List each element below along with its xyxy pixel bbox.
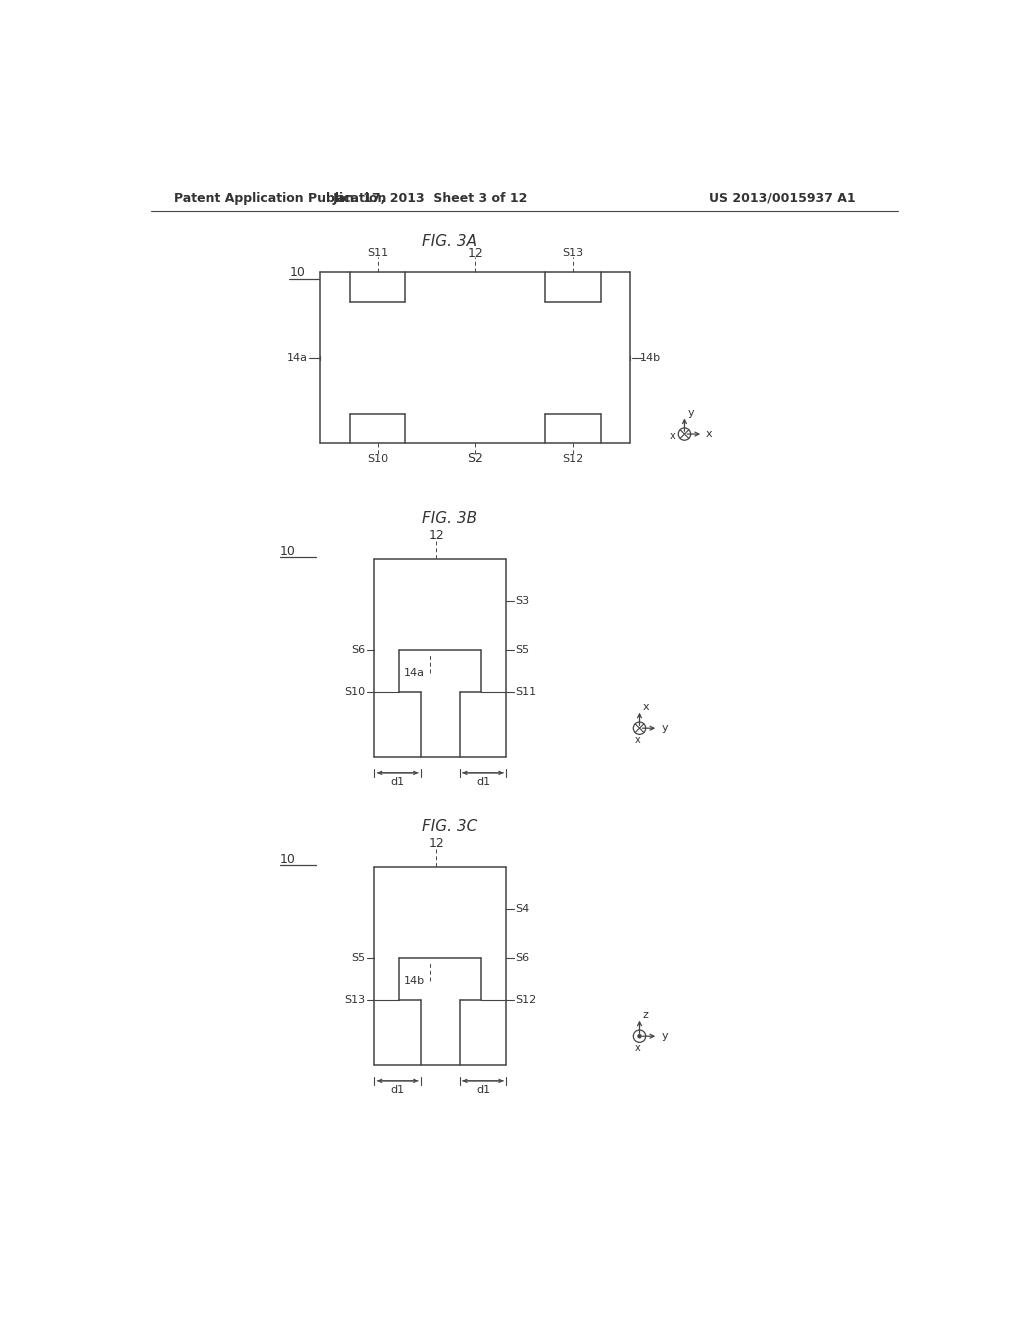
Text: S3: S3: [515, 597, 529, 606]
Text: S6: S6: [351, 644, 366, 655]
Text: S2: S2: [467, 453, 483, 465]
Text: y: y: [687, 408, 694, 417]
Text: S5: S5: [515, 644, 529, 655]
Text: 14a: 14a: [287, 352, 308, 363]
Text: S4: S4: [515, 904, 529, 915]
Text: S10: S10: [367, 454, 388, 463]
Text: S12: S12: [515, 995, 537, 1005]
Text: FIG. 3C: FIG. 3C: [422, 820, 477, 834]
Text: Patent Application Publication: Patent Application Publication: [174, 191, 387, 205]
Text: 10: 10: [280, 853, 296, 866]
Text: US 2013/0015937 A1: US 2013/0015937 A1: [710, 191, 856, 205]
Text: 10: 10: [280, 545, 296, 557]
Text: x: x: [707, 429, 713, 440]
Text: x: x: [635, 735, 641, 744]
Text: S11: S11: [515, 686, 537, 697]
Text: S10: S10: [344, 686, 366, 697]
Text: 14b: 14b: [640, 352, 660, 363]
Text: d1: d1: [476, 777, 490, 787]
Text: Jan. 17, 2013  Sheet 3 of 12: Jan. 17, 2013 Sheet 3 of 12: [333, 191, 528, 205]
Text: x: x: [635, 1043, 641, 1053]
Text: S13: S13: [562, 248, 584, 259]
Text: 14a: 14a: [404, 668, 425, 677]
Text: d1: d1: [476, 1085, 490, 1096]
Text: S6: S6: [515, 953, 529, 962]
Text: x: x: [643, 702, 649, 711]
Text: S5: S5: [351, 953, 366, 962]
Circle shape: [638, 1035, 641, 1038]
Text: y: y: [662, 1031, 668, 1041]
Text: S13: S13: [344, 995, 366, 1005]
Text: 12: 12: [429, 529, 444, 543]
Text: FIG. 3A: FIG. 3A: [422, 234, 477, 249]
Text: x: x: [670, 430, 675, 441]
Text: S11: S11: [367, 248, 388, 259]
Text: y: y: [662, 723, 668, 733]
Text: FIG. 3B: FIG. 3B: [422, 511, 477, 527]
Text: d1: d1: [390, 1085, 404, 1096]
Text: 14b: 14b: [404, 975, 425, 986]
Text: 12: 12: [429, 837, 444, 850]
Text: 10: 10: [289, 265, 305, 279]
Text: 12: 12: [467, 247, 483, 260]
Text: z: z: [643, 1010, 648, 1019]
Text: S12: S12: [562, 454, 584, 463]
Text: d1: d1: [390, 777, 404, 787]
